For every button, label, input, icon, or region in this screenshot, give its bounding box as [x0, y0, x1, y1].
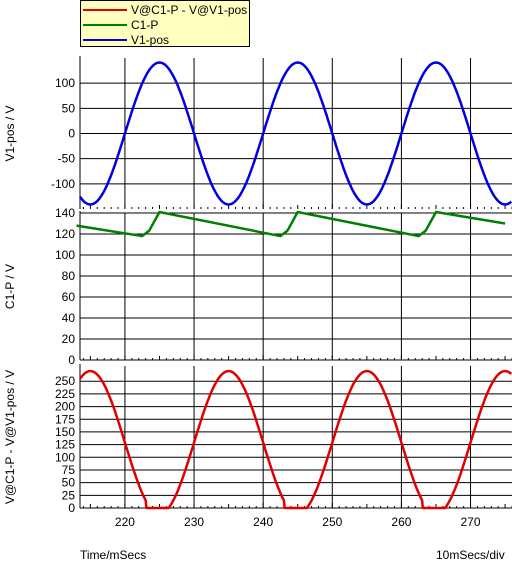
legend-label-diff: V@C1-P - V@V1-pos [131, 2, 248, 17]
y-tick-label: 0 [68, 501, 75, 515]
y-tick-label: 60 [62, 290, 76, 304]
x-scale-label: 10mSecs/div [436, 548, 505, 562]
y-tick-label: 40 [62, 311, 76, 325]
legend-label-c1p: C1-P [131, 17, 159, 32]
legend-item-c1p: C1-P [83, 17, 158, 32]
y-tick-label: 75 [62, 463, 76, 477]
y-tick-label: 150 [55, 425, 75, 439]
y-tick-label: 80 [62, 269, 76, 283]
x-tick-label: 220 [115, 515, 135, 529]
y-tick-label: 0 [68, 127, 75, 141]
legend-item-v1pos: V1-pos [83, 32, 169, 47]
y-axis-title: V@C1-P - V@V1-pos / V [3, 370, 17, 504]
y-tick-label: 25 [62, 488, 76, 502]
legend: V@C1-P - V@V1-pos C1-P V1-pos [80, 0, 250, 47]
y-tick-label: 200 [55, 400, 75, 414]
y-axis-title: C1-P / V [3, 264, 17, 309]
legend-label-v1pos: V1-pos [131, 32, 170, 47]
y-tick-label: 175 [55, 412, 75, 426]
y-tick-label: 50 [62, 476, 76, 490]
y-tick-label: -50 [58, 152, 76, 166]
series-line-v-c1-p-v-v1-pos [78, 369, 512, 510]
x-tick-label: 250 [322, 515, 342, 529]
y-tick-label: 140 [55, 206, 75, 220]
legend-item-diff: V@C1-P - V@V1-pos [83, 2, 247, 17]
y-tick-label: 50 [62, 101, 76, 115]
y-tick-label: 100 [55, 450, 75, 464]
y-tick-label: 120 [55, 227, 75, 241]
x-tick-label: 240 [253, 515, 273, 529]
series-line-v1-pos [78, 61, 512, 206]
y-tick-label: -100 [51, 177, 75, 191]
x-axis-label: Time/mSecs [80, 548, 147, 562]
y-tick-label: 125 [55, 438, 75, 452]
y-axis-title: V1-pos / V [3, 105, 17, 161]
y-tick-label: 250 [55, 374, 75, 388]
x-tick-label: 260 [391, 515, 411, 529]
x-tick-label: 270 [461, 515, 481, 529]
y-tick-label: 100 [55, 76, 75, 90]
x-tick-label: 230 [184, 515, 204, 529]
y-tick-label: 225 [55, 387, 75, 401]
y-tick-label: 20 [62, 332, 76, 346]
series-line-c1-p [76, 210, 506, 238]
legend-swatch-red [83, 8, 127, 11]
legend-swatch-green [83, 23, 127, 26]
y-tick-label: 0 [68, 353, 75, 367]
y-tick-label: 100 [55, 248, 75, 262]
legend-swatch-blue [83, 38, 127, 41]
